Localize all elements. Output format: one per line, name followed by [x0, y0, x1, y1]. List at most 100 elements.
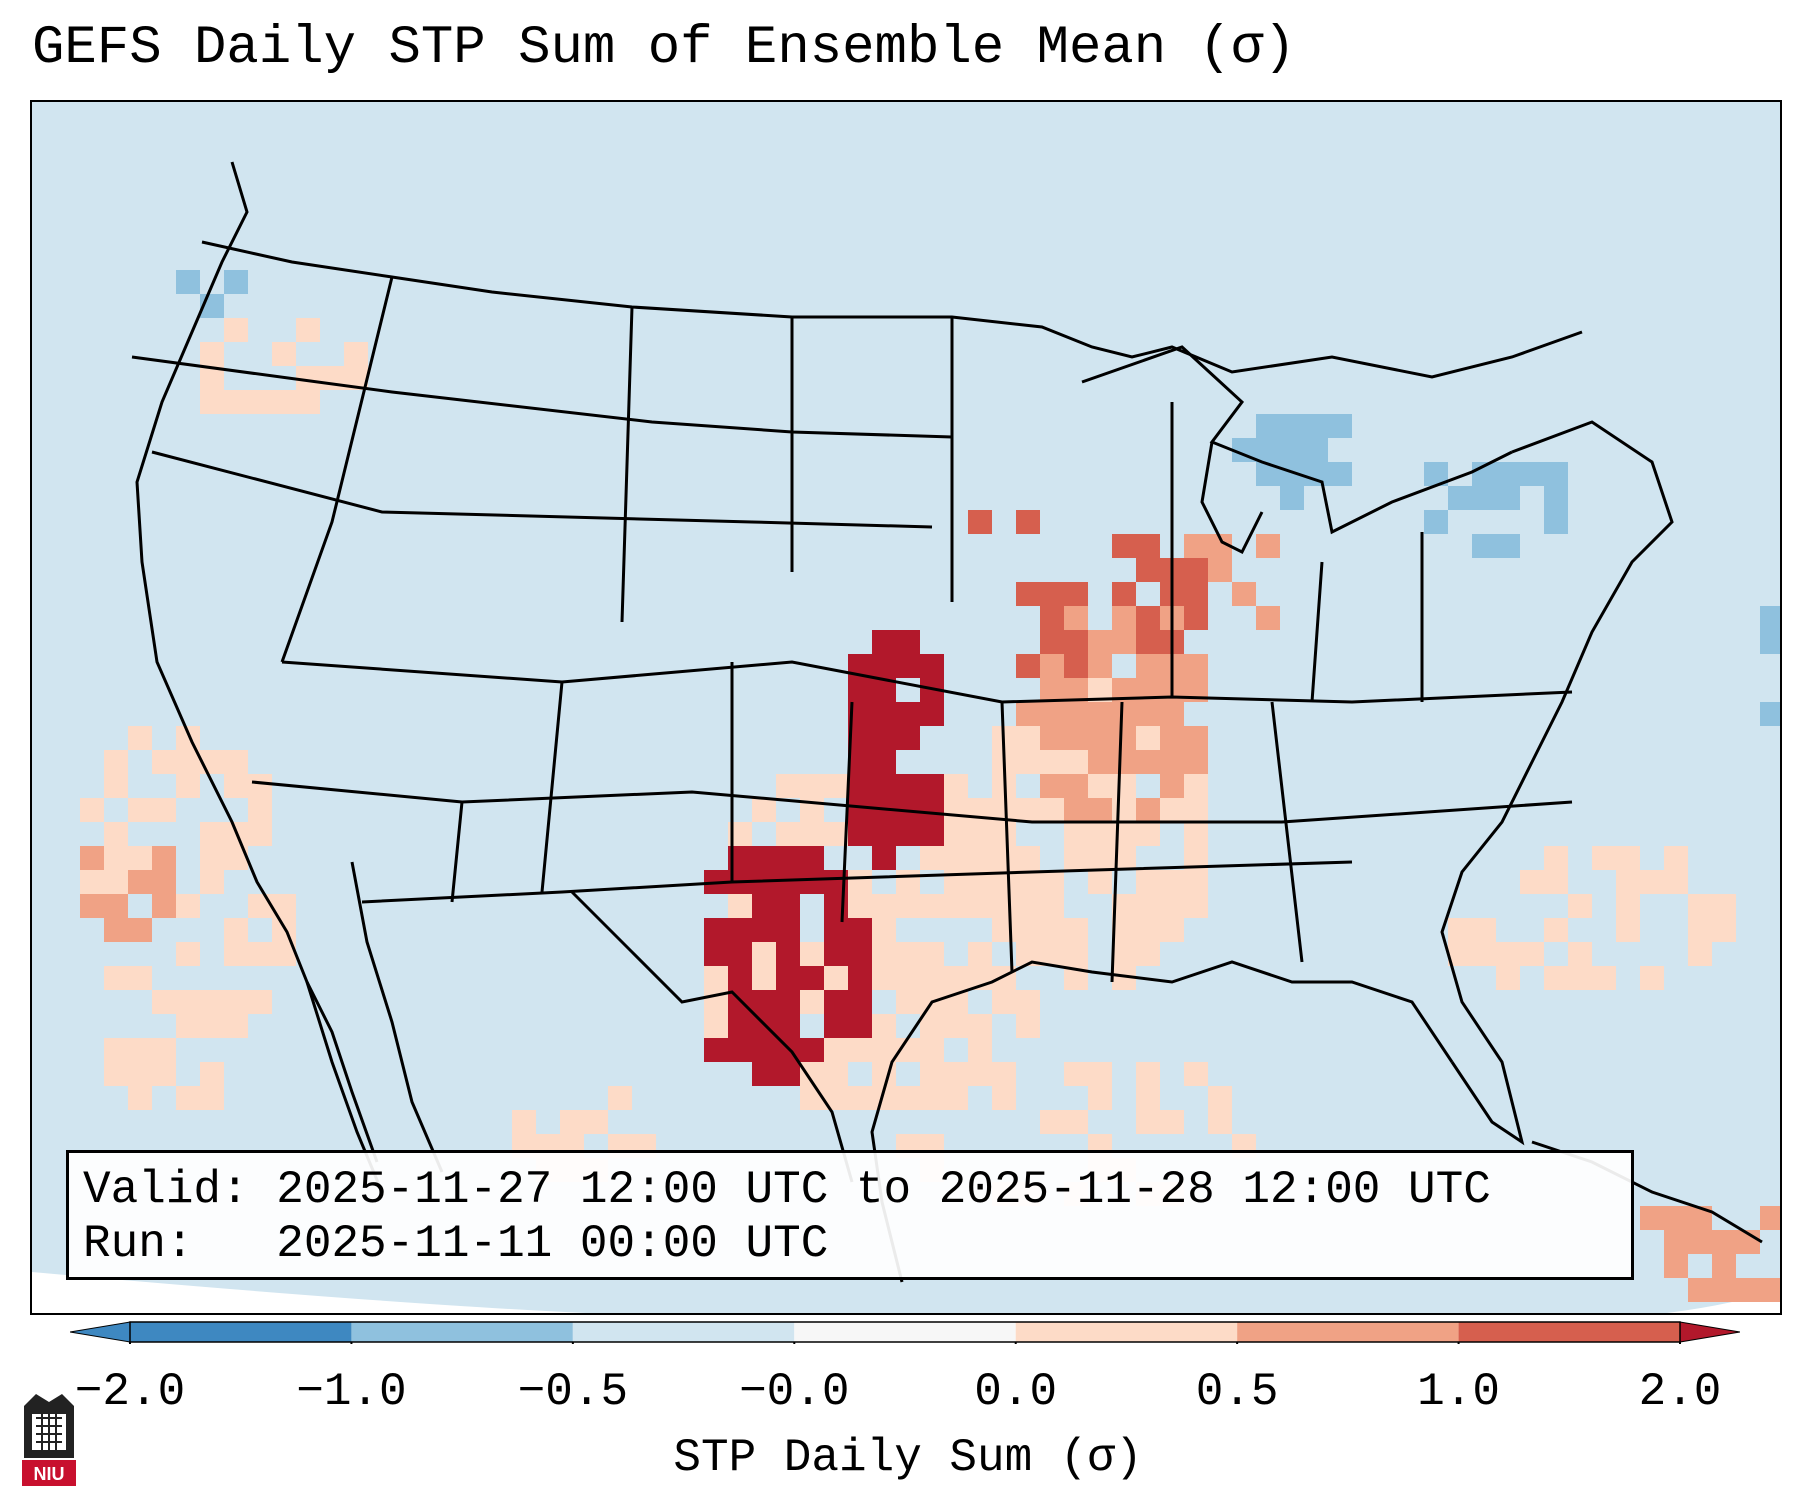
- colorbar-tick-label: 0.0: [974, 1366, 1058, 1418]
- stp-cell: [872, 1014, 896, 1038]
- niu-logo-text: NIU: [34, 1464, 65, 1484]
- stp-cell: [920, 942, 944, 966]
- stp-cell: [1112, 726, 1136, 750]
- stp-cell: [1088, 702, 1112, 726]
- stp-cell: [1304, 462, 1328, 486]
- stp-cell: [1016, 510, 1040, 534]
- stp-cell: [1040, 606, 1064, 630]
- stp-cell: [200, 750, 224, 774]
- stp-cell: [1280, 438, 1304, 462]
- stp-cell: [776, 942, 800, 966]
- stp-cell: [1328, 414, 1352, 438]
- stp-cell: [1016, 726, 1040, 750]
- stp-cell: [152, 750, 176, 774]
- state-lines-vertical-1: [620, 306, 954, 623]
- stp-cell: [1664, 1230, 1688, 1254]
- stp-cell: [128, 726, 152, 750]
- stp-cell: [1112, 582, 1136, 606]
- stp-cell: [920, 1014, 944, 1038]
- stp-cell: [1160, 702, 1184, 726]
- stp-cell: [944, 1014, 968, 1038]
- stp-cell: [128, 1062, 152, 1086]
- stp-cell: [896, 942, 920, 966]
- valid-run-info-box: Valid: 2025-11-27 12:00 UTC to 2025-11-2…: [66, 1150, 1634, 1280]
- stp-cell: [752, 1062, 776, 1086]
- canada-border: [201, 240, 1583, 379]
- stp-cell: [1184, 534, 1208, 558]
- stp-cell: [1040, 630, 1064, 654]
- stp-cell: [728, 918, 752, 942]
- state-line-west-1: [280, 276, 394, 663]
- stp-cell: [1448, 918, 1472, 942]
- state-line-south-1: [251, 780, 1573, 824]
- stp-cell: [776, 774, 800, 798]
- stp-cell: [848, 774, 872, 798]
- stp-cell: [848, 918, 872, 942]
- stp-cell: [872, 702, 896, 726]
- stp-cell: [1016, 846, 1040, 870]
- stp-cell: [1136, 750, 1160, 774]
- stp-cell: [176, 270, 200, 294]
- stp-cell: [728, 942, 752, 966]
- stp-cell: [200, 846, 224, 870]
- stp-cell: [1496, 966, 1520, 990]
- colorbar-tick-label: 0.5: [1195, 1366, 1279, 1418]
- stp-cell: [152, 870, 176, 894]
- stp-cell: [872, 918, 896, 942]
- stp-cell: [968, 1062, 992, 1086]
- stp-cell: [560, 1110, 584, 1134]
- stp-cell: [920, 702, 944, 726]
- stp-cell: [1016, 1014, 1040, 1038]
- stp-cell: [152, 798, 176, 822]
- stp-cell: [1136, 726, 1160, 750]
- stp-cell: [920, 846, 944, 870]
- stp-cell: [800, 942, 824, 966]
- stp-cell: [704, 918, 728, 942]
- map-title: GEFS Daily STP Sum of Ensemble Mean (σ): [32, 18, 1296, 79]
- stp-cell: [872, 726, 896, 750]
- stp-cell: [1184, 558, 1208, 582]
- stp-cell: [296, 390, 320, 414]
- stp-cell: [752, 942, 776, 966]
- stp-cell: [1256, 606, 1280, 630]
- stp-cell: [776, 918, 800, 942]
- stp-cell: [200, 1086, 224, 1110]
- stp-cell: [1688, 918, 1712, 942]
- colorbar-tick-label: 2.0: [1638, 1366, 1722, 1418]
- stp-cell: [1136, 654, 1160, 678]
- stp-cell: [1064, 798, 1088, 822]
- stp-cell: [1688, 942, 1712, 966]
- state-line-north-1: [131, 355, 953, 439]
- stp-cell: [848, 1014, 872, 1038]
- stp-cell: [824, 942, 848, 966]
- stp-cell: [1664, 846, 1688, 870]
- stp-cell: [920, 822, 944, 846]
- stp-cell: [824, 990, 848, 1014]
- colorbar-tick-label: −1.0: [296, 1366, 407, 1418]
- stp-cell: [1136, 1110, 1160, 1134]
- stp-cell: [848, 990, 872, 1014]
- stp-cell: [1280, 486, 1304, 510]
- stp-cell: [1136, 918, 1160, 942]
- stp-cell: [1760, 702, 1780, 726]
- stp-cell: [872, 846, 896, 870]
- colorbar-segment: [794, 1322, 1016, 1342]
- stp-cell: [1208, 1086, 1232, 1110]
- stp-cell: [248, 774, 272, 798]
- stp-cell: [1640, 1206, 1664, 1230]
- stp-cell: [872, 894, 896, 918]
- stp-cell: [80, 894, 104, 918]
- stp-cell: [1184, 1062, 1208, 1086]
- stp-cell: [896, 870, 920, 894]
- stp-cell: [944, 774, 968, 798]
- mexico-border: [570, 890, 854, 1183]
- stp-cell: [1592, 966, 1616, 990]
- stp-cell: [224, 990, 248, 1014]
- stp-cell: [1448, 486, 1472, 510]
- stp-cell: [920, 798, 944, 822]
- stp-cell: [776, 894, 800, 918]
- stp-cell: [80, 846, 104, 870]
- colorbar-min-arrow: [70, 1321, 131, 1343]
- stp-cell: [200, 390, 224, 414]
- stp-cell: [992, 1062, 1016, 1086]
